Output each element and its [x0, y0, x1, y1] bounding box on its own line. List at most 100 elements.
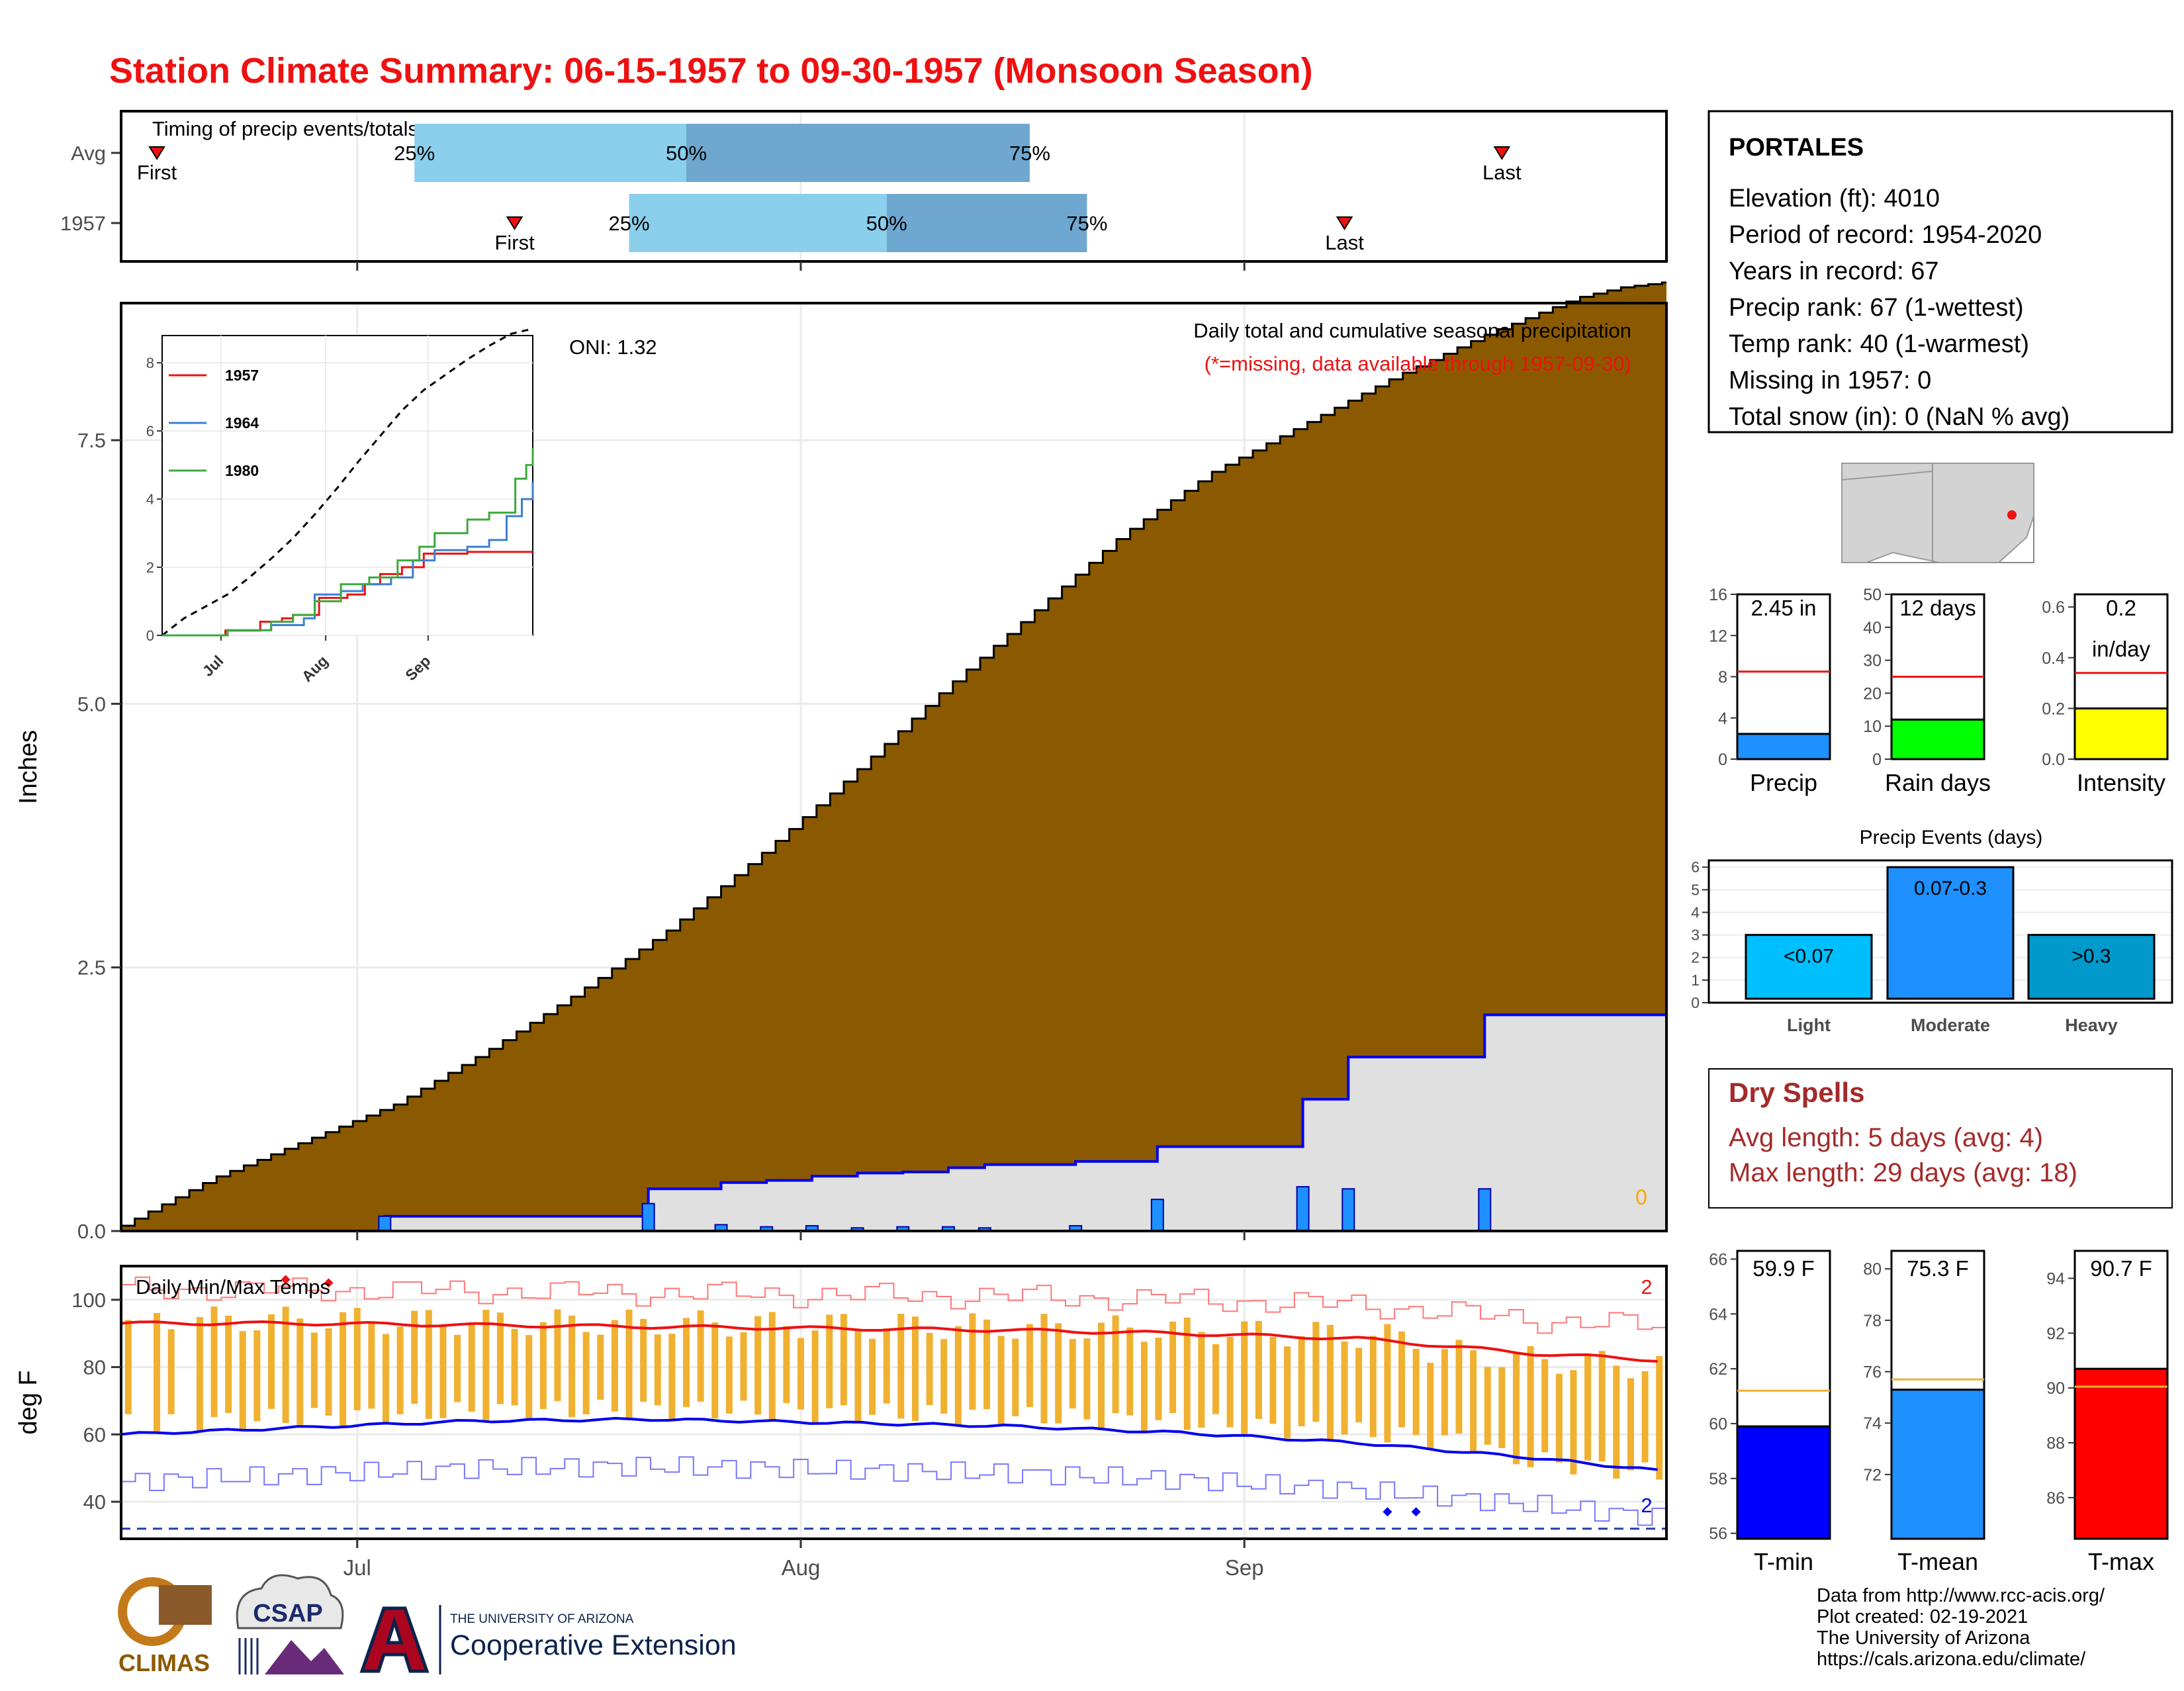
daily-temp-bar: [296, 1318, 304, 1425]
summary-value-bar: [2073, 707, 2169, 760]
events-category-label: Light: [1787, 1015, 1831, 1035]
daily-temp-bar: [854, 1329, 862, 1422]
daily-temp-bar: [1241, 1321, 1248, 1435]
daily-temp-bar: [1656, 1355, 1663, 1480]
daily-temp-bar: [1012, 1338, 1019, 1416]
temp-frame: [120, 1265, 1668, 1540]
temp-y-tick-label: 40: [83, 1490, 106, 1514]
daily-temp-bar: [797, 1338, 804, 1410]
summary-y-tick-label: 0: [1718, 751, 1727, 769]
daily-temp-bar: [840, 1314, 847, 1406]
daily-temp-bar: [210, 1306, 218, 1418]
daily-precip-bar: [1150, 1199, 1164, 1232]
events-y-tick-label: 0: [1691, 994, 1700, 1011]
precip-summary-charts: 0 4 8 12 16 2.45 in Precip 0 10 20 30 40 50 12 days Ra…: [1709, 586, 2169, 796]
daily-temp-bar: [1384, 1324, 1391, 1443]
daily-temp-bar: [268, 1314, 275, 1409]
summary-value-label-2: in/day: [2092, 637, 2151, 661]
events-bar-label: <0.07: [1784, 946, 1834, 968]
cumulative-1957-line: [121, 972, 1668, 1232]
record-high-count: 2: [1641, 1275, 1652, 1299]
station-info-line: Missing in 1957: 0: [1729, 367, 1931, 394]
timing-first-marker: [506, 216, 523, 230]
missing-count: 0: [1635, 1185, 1647, 1209]
daily-temp-bar: [353, 1308, 361, 1410]
events-y-tick-label: 6: [1691, 858, 1700, 876]
daily-temp-bar: [826, 1314, 833, 1408]
inset-y-tick-label: 4: [146, 491, 154, 508]
daily-precip-bar: [641, 1203, 655, 1232]
daily-temp-bar: [768, 1312, 776, 1420]
timing-first-marker: [148, 146, 165, 160]
daily-temp-bar: [969, 1313, 976, 1410]
daily-temp-bar: [1097, 1322, 1105, 1429]
temp-title: Daily Min/Max Temps: [136, 1275, 330, 1299]
daily-temp-bar: [310, 1332, 318, 1408]
daily-temp-bar: [1155, 1338, 1162, 1420]
temp-summary-bar: [2073, 1367, 2169, 1540]
inset-legend-label: 1957: [225, 367, 259, 384]
cumulative-average-area: [121, 282, 1666, 1231]
timing-last-label: Last: [1482, 161, 1522, 184]
dry-max-length: Max length: 29 days (avg: 18): [1729, 1158, 2077, 1187]
daily-temp-bar: [683, 1318, 690, 1407]
daily-temp-bar: [869, 1338, 876, 1415]
daily-temp-bar: [1298, 1336, 1305, 1426]
timing-last-marker: [1493, 146, 1511, 160]
inset-legend-label: 1980: [225, 462, 259, 479]
daily-temp-bar: [725, 1336, 733, 1414]
daily-temp-bar: [124, 1320, 132, 1414]
summary-y-tick-label: 10: [1863, 717, 1882, 736]
footer-credit-line: The University of Arizona: [1817, 1627, 2030, 1649]
daily-temp-bar: [1312, 1322, 1320, 1422]
daily-temp-bar: [1541, 1359, 1549, 1453]
ua-logo-small-text: THE UNIVERSITY OF ARIZONA: [450, 1612, 634, 1626]
temp-panel: 2 2 Daily Min/Max Temps 40 60 80 100 deg F Jul Au…: [15, 1265, 1668, 1580]
timing-frame: [120, 110, 1668, 263]
daily-temp-bar: [625, 1309, 633, 1418]
inset-frame: [161, 335, 533, 636]
climas-logo-text: CLIMAS: [118, 1649, 210, 1676]
daily-temp-bar: [697, 1310, 704, 1402]
daily-temp-bar: [554, 1309, 561, 1401]
temp-summary-y-tick-label: 56: [1709, 1525, 1727, 1543]
avg-min-temp-line: [120, 1416, 1658, 1471]
daily-temp-bar: [167, 1329, 175, 1414]
footer-credit-line: Plot created: 02-19-2021: [1817, 1606, 2028, 1627]
daily-temp-bar: [883, 1328, 890, 1404]
daily-temp-bar: [496, 1312, 504, 1404]
temp-summary-y-tick-label: 88: [2046, 1434, 2065, 1453]
footer: CLIMAS CSAP THE UNIVERSITY OF ARIZONA Coope…: [118, 1574, 2105, 1676]
dry-avg-length: Avg length: 5 days (avg: 4): [1729, 1123, 2043, 1152]
daily-temp-bar: [454, 1334, 461, 1402]
temp-summary-charts: 56 58 60 62 64 66 59.9 F T-min 72 74 76 78 80 75.3 F T…: [1709, 1250, 2169, 1575]
inset-y-tick-label: 6: [146, 423, 154, 439]
precip-subheader: (*=missing, data available through 1957-…: [1205, 352, 1631, 375]
daily-temp-bar: [1555, 1373, 1563, 1463]
station-info-line: Elevation (ft): 4010: [1729, 185, 1940, 212]
events-bar-label: >0.3: [2071, 946, 2111, 968]
record-high-marker: [281, 1275, 291, 1285]
timing-p25-label: 25%: [608, 212, 649, 235]
csap-logo-text: CSAP: [253, 1600, 323, 1627]
temp-summary-label: T-min: [1754, 1548, 1813, 1575]
events-frame-outline: [1707, 859, 2173, 1004]
daily-temp-bar: [1083, 1338, 1091, 1420]
daily-temp-bar: [1212, 1344, 1219, 1414]
temp-summary-bar: [1736, 1425, 1831, 1540]
dry-spells-box: Dry Spells Avg length: 5 days (avg: 4) Max…: [1708, 1068, 2173, 1209]
temp-summary-label: T-mean: [1897, 1548, 1978, 1575]
daily-temp-bar: [983, 1319, 991, 1410]
daily-temp-bar: [253, 1330, 261, 1422]
daily-temp-bar: [1269, 1336, 1277, 1424]
timing-bar-50-75: [686, 124, 1030, 182]
page-title: Station Climate Summary: 06-15-1957 to 0…: [109, 51, 1313, 91]
temp-summary-y-tick-label: 62: [1709, 1360, 1727, 1379]
station-info-box: PORTALES Elevation (ft): 4010 Period of re…: [1707, 110, 2173, 434]
daily-temp-bar: [1398, 1331, 1406, 1428]
inset-y-tick-label: 8: [146, 355, 154, 371]
record-low-line: [121, 1456, 1666, 1526]
temp-summary-y-tick-label: 66: [1709, 1250, 1727, 1269]
daily-temp-bar: [1484, 1367, 1491, 1445]
